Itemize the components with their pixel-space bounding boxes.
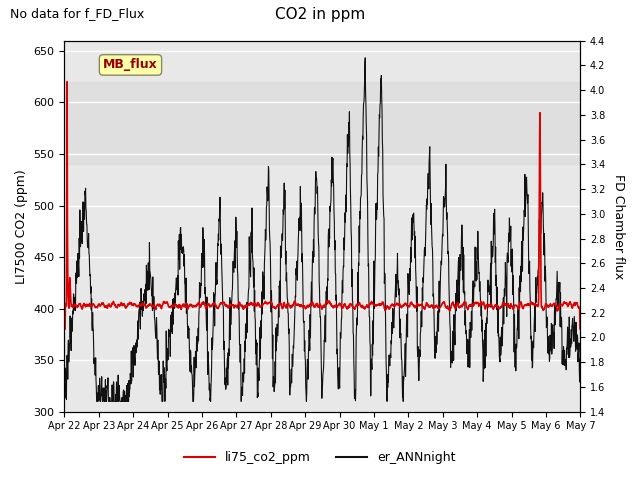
Text: MB_flux: MB_flux: [103, 59, 158, 72]
Y-axis label: FD Chamber flux: FD Chamber flux: [612, 173, 625, 279]
Text: No data for f_FD_Flux: No data for f_FD_Flux: [10, 7, 144, 20]
Bar: [65, 82, 580, 164]
Text: CO2 in ppm: CO2 in ppm: [275, 7, 365, 22]
Y-axis label: LI7500 CO2 (ppm): LI7500 CO2 (ppm): [15, 169, 28, 284]
Legend: li75_co2_ppm, er_ANNnight: li75_co2_ppm, er_ANNnight: [179, 446, 461, 469]
